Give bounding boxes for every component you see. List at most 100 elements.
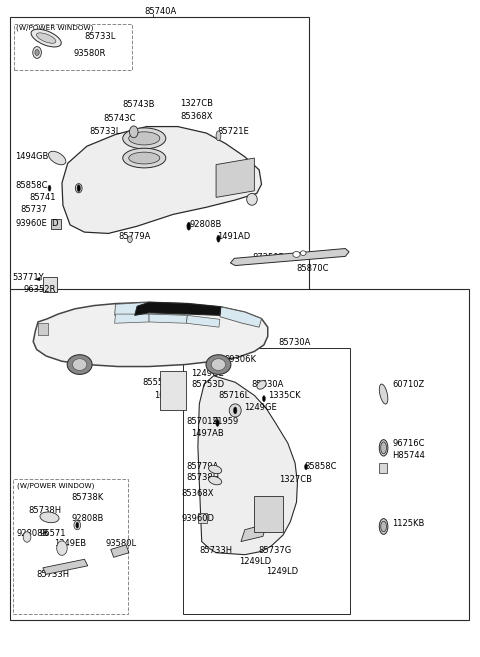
Polygon shape	[216, 158, 254, 197]
Ellipse shape	[57, 541, 67, 555]
Text: 85733L: 85733L	[84, 32, 116, 41]
Text: 1327CB: 1327CB	[180, 99, 213, 108]
Text: 92808B: 92808B	[190, 220, 222, 229]
Ellipse shape	[217, 235, 220, 242]
Text: 92808B: 92808B	[72, 514, 104, 523]
Ellipse shape	[234, 407, 237, 414]
Ellipse shape	[23, 532, 31, 542]
Text: 85368X: 85368X	[180, 112, 213, 122]
Ellipse shape	[206, 355, 231, 374]
Text: 92808B: 92808B	[16, 528, 48, 537]
Polygon shape	[149, 314, 187, 323]
Text: H85744: H85744	[392, 451, 425, 459]
Text: 1335CK: 1335CK	[268, 391, 300, 400]
Text: 85870C: 85870C	[297, 264, 329, 273]
Text: 85741: 85741	[29, 193, 56, 202]
Polygon shape	[230, 248, 349, 265]
Ellipse shape	[187, 222, 191, 230]
Polygon shape	[111, 545, 129, 557]
Ellipse shape	[67, 355, 92, 374]
Polygon shape	[135, 302, 221, 315]
Ellipse shape	[305, 464, 308, 470]
Ellipse shape	[293, 252, 300, 258]
Text: 85730A: 85730A	[278, 338, 311, 348]
Text: 91959: 91959	[212, 417, 239, 426]
Bar	[43, 277, 57, 292]
Text: 85716L: 85716L	[218, 391, 250, 400]
Ellipse shape	[123, 148, 166, 168]
Text: 93580L: 93580L	[105, 539, 136, 548]
Ellipse shape	[77, 185, 80, 192]
Ellipse shape	[381, 442, 386, 454]
Text: 85743C: 85743C	[104, 114, 136, 124]
Ellipse shape	[129, 132, 160, 145]
Ellipse shape	[74, 520, 81, 530]
Polygon shape	[115, 302, 187, 315]
Text: (W/POWER WINDOW): (W/POWER WINDOW)	[16, 25, 94, 32]
Ellipse shape	[216, 419, 219, 426]
Bar	[51, 219, 61, 229]
Text: 1491AD: 1491AD	[217, 232, 251, 241]
Ellipse shape	[129, 152, 160, 164]
Text: 93960D: 93960D	[181, 514, 215, 523]
Ellipse shape	[379, 384, 388, 404]
Text: 60710Z: 60710Z	[392, 380, 424, 389]
Text: 85753D: 85753D	[191, 380, 224, 389]
Text: 85368X: 85368X	[181, 489, 214, 498]
Text: 85733H: 85733H	[199, 545, 232, 555]
Ellipse shape	[379, 518, 388, 534]
Polygon shape	[198, 376, 298, 555]
Ellipse shape	[31, 29, 61, 47]
Ellipse shape	[33, 47, 41, 58]
Ellipse shape	[300, 251, 306, 256]
Bar	[14, 24, 132, 70]
Text: 93960E: 93960E	[15, 219, 47, 228]
Ellipse shape	[247, 193, 257, 205]
Text: 85737: 85737	[21, 206, 48, 214]
Polygon shape	[115, 314, 149, 323]
Ellipse shape	[75, 183, 82, 193]
Ellipse shape	[211, 359, 226, 371]
Ellipse shape	[128, 236, 132, 242]
Text: 85738H: 85738H	[186, 474, 219, 482]
Text: 85779A: 85779A	[118, 232, 150, 241]
Ellipse shape	[72, 359, 87, 371]
Polygon shape	[35, 277, 40, 281]
Text: 85740A: 85740A	[144, 7, 177, 16]
Text: 85733L: 85733L	[89, 127, 120, 135]
Text: 85733H: 85733H	[36, 570, 70, 579]
Ellipse shape	[48, 185, 51, 191]
Ellipse shape	[36, 33, 56, 43]
Bar	[254, 495, 283, 532]
Text: 85738H: 85738H	[28, 507, 61, 515]
Bar	[12, 480, 128, 614]
Ellipse shape	[263, 396, 265, 401]
Text: 1494GB: 1494GB	[15, 152, 48, 161]
Text: 1249EB: 1249EB	[54, 539, 86, 548]
Ellipse shape	[35, 49, 39, 55]
Bar	[198, 513, 207, 522]
Text: 1125KB: 1125KB	[392, 520, 425, 528]
Bar	[182, 348, 350, 614]
Bar	[38, 323, 48, 335]
Text: 1249GE: 1249GE	[191, 369, 224, 378]
Ellipse shape	[257, 380, 266, 389]
Ellipse shape	[123, 128, 166, 149]
Text: 96716C: 96716C	[392, 439, 425, 447]
Ellipse shape	[208, 465, 222, 474]
Text: 85858C: 85858C	[15, 181, 48, 190]
Text: 85738K: 85738K	[72, 493, 104, 502]
Text: 1011CA: 1011CA	[154, 391, 186, 400]
Ellipse shape	[379, 440, 388, 456]
Ellipse shape	[229, 404, 241, 417]
Text: 1497AB: 1497AB	[191, 429, 224, 438]
Text: D: D	[51, 219, 58, 228]
Bar	[10, 17, 310, 292]
Text: 85701Z: 85701Z	[186, 417, 219, 426]
Text: 85550E: 85550E	[143, 378, 174, 387]
Text: 85630A: 85630A	[251, 380, 283, 389]
Ellipse shape	[130, 126, 138, 138]
Text: 85743B: 85743B	[123, 100, 155, 109]
Polygon shape	[43, 559, 88, 574]
Bar	[10, 289, 469, 620]
